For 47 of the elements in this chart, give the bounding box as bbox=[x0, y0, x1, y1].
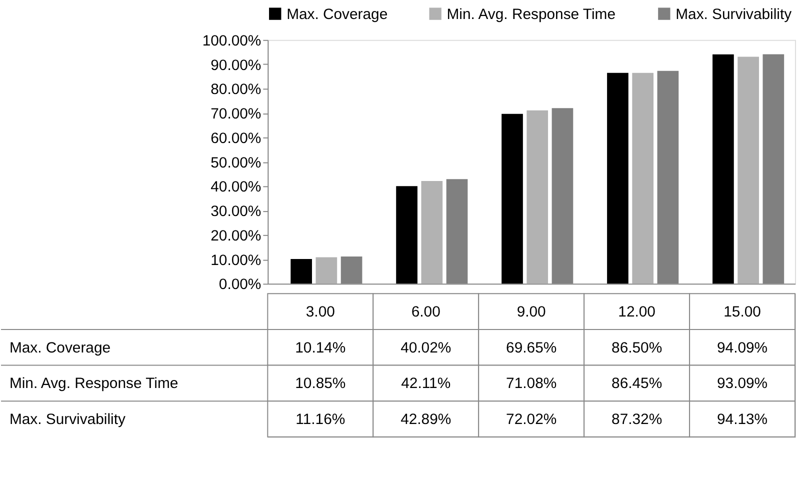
y-tick-label: 20.00% bbox=[210, 227, 262, 244]
data-label: 69.65% bbox=[506, 339, 557, 356]
bar bbox=[607, 72, 628, 284]
data-label: 10.85% bbox=[295, 375, 346, 392]
y-tick-label: 100.00% bbox=[202, 32, 262, 50]
bar bbox=[632, 72, 654, 284]
data-label: 71.08% bbox=[506, 375, 557, 392]
data-label: 94.09% bbox=[717, 339, 768, 356]
data-label: 11.16% bbox=[296, 410, 346, 428]
y-tick-label: 30.00% bbox=[210, 203, 262, 220]
data-label: 87.32% bbox=[612, 410, 662, 428]
y-tick-label: 40.00% bbox=[210, 178, 262, 196]
y-tick-label: 0.00% bbox=[218, 276, 262, 294]
bar bbox=[316, 257, 338, 284]
legend-label: Max. Coverage bbox=[286, 6, 388, 23]
x-tick-label: 6.00 bbox=[411, 304, 440, 321]
data-label: 10.14% bbox=[295, 339, 346, 356]
y-tick-label: 70.00% bbox=[210, 106, 262, 123]
data-label: 86.50% bbox=[612, 339, 662, 356]
bar bbox=[421, 181, 443, 284]
bar bbox=[712, 54, 734, 284]
legend-label: Max. Survivability bbox=[676, 6, 792, 23]
bar bbox=[738, 56, 759, 284]
x-tick-label: 12.00 bbox=[618, 304, 656, 321]
bar bbox=[502, 114, 523, 284]
bar bbox=[290, 258, 312, 284]
data-label: 42.89% bbox=[400, 410, 452, 428]
bar bbox=[396, 186, 418, 284]
x-tick-label: 3.00 bbox=[306, 304, 335, 321]
bar bbox=[526, 110, 548, 284]
y-tick-label: 90.00% bbox=[210, 56, 262, 74]
y-tick-label: 50.00% bbox=[210, 154, 262, 172]
x-tick-label: 9.00 bbox=[516, 304, 546, 321]
legend-label: Min. Avg. Response Time bbox=[446, 6, 616, 23]
text: Min. Avg. Response Time bbox=[9, 375, 178, 392]
data-label: 42.11% bbox=[401, 375, 451, 392]
data-label: 86.45% bbox=[612, 375, 662, 392]
data-label: 94.13% bbox=[717, 410, 768, 428]
y-tick-label: 10.00% bbox=[210, 252, 262, 269]
data-label: 93.09% bbox=[717, 375, 768, 392]
data-label: 72.02% bbox=[506, 410, 557, 428]
text: Max. Survivability bbox=[9, 410, 126, 428]
text: Max. Coverage bbox=[9, 339, 111, 356]
x-tick-label: 15.00 bbox=[724, 304, 761, 321]
y-tick-label: 60.00% bbox=[210, 130, 262, 147]
y-tick-label: 80.00% bbox=[210, 81, 262, 98]
data-label: 40.02% bbox=[400, 339, 452, 356]
